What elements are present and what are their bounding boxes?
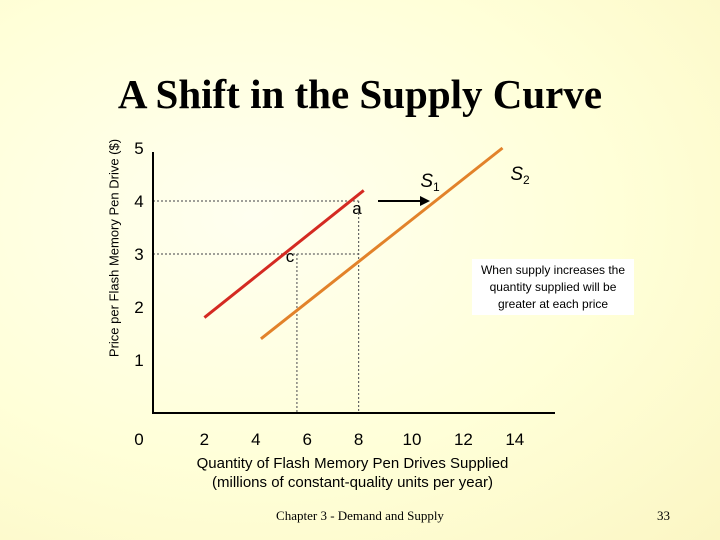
curve-labels: S1 S2 a c bbox=[286, 164, 530, 266]
point-label-c: c bbox=[286, 247, 295, 266]
y-tick-label: 1 bbox=[134, 351, 143, 370]
x-axis-label-line2: (millions of constant-quality units per … bbox=[212, 474, 493, 491]
y-tick-label: 4 bbox=[134, 192, 143, 211]
x-tick-label: 12 bbox=[454, 430, 473, 449]
x-tick-label: 4 bbox=[251, 430, 260, 449]
curve-label-s1: S1 bbox=[420, 171, 440, 194]
x-tick-label: 6 bbox=[302, 430, 311, 449]
x-tick-label: 8 bbox=[354, 430, 363, 449]
y-tick-label: 3 bbox=[134, 245, 143, 264]
supply-curves bbox=[203, 146, 504, 340]
x-tick-label: 2 bbox=[200, 430, 209, 449]
guide-lines bbox=[153, 200, 360, 413]
x-tick-label: 10 bbox=[403, 430, 422, 449]
x-tick-label: 0 bbox=[134, 430, 143, 449]
x-tick-label: 14 bbox=[505, 430, 524, 449]
point-label-a: a bbox=[352, 199, 362, 218]
y-tick-label: 5 bbox=[134, 139, 143, 158]
supply-curve-s2 bbox=[260, 146, 504, 340]
x-axis-label-line1: Quantity of Flash Memory Pen Drives Supp… bbox=[196, 455, 509, 472]
shift-arrow bbox=[378, 196, 430, 206]
chart-axes bbox=[152, 152, 555, 414]
supply-curve-s1 bbox=[203, 189, 365, 319]
page-number: 33 bbox=[657, 508, 670, 523]
y-tick-label: 2 bbox=[134, 298, 143, 317]
slide-footer: Chapter 3 - Demand and Supply bbox=[276, 508, 444, 523]
curve-label-s2: S2 bbox=[510, 164, 530, 187]
x-axis-label: Quantity of Flash Memory Pen Drives Supp… bbox=[150, 454, 555, 492]
explanation-note: When supply increases the quantity suppl… bbox=[472, 259, 634, 315]
shift-arrow-head bbox=[420, 196, 430, 206]
slide-title: A Shift in the Supply Curve bbox=[117, 71, 603, 117]
